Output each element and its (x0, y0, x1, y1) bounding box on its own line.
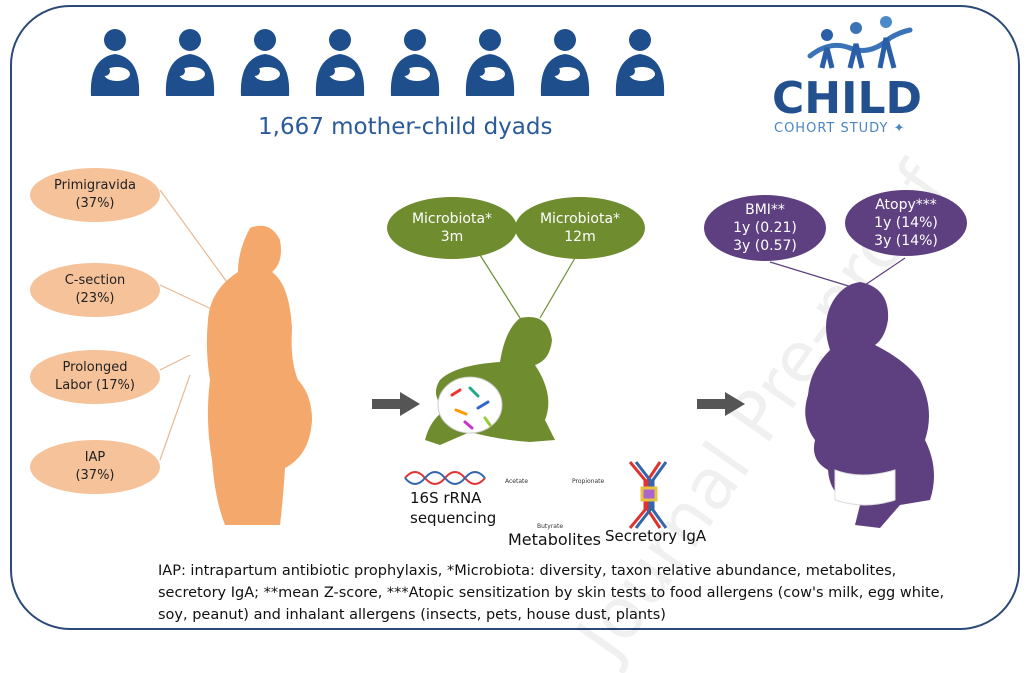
outcome-atopy: Atopy*** 1y (14%) 3y (14%) (845, 190, 967, 256)
mother-holding-baby-icon (540, 29, 590, 96)
mother-holding-baby-icon (240, 29, 290, 96)
factor-value: (23%) (75, 291, 115, 306)
child-cohort-logo: CHILD COHORT STUDY ✦ (770, 8, 930, 138)
logo-subtitle: COHORT STUDY ✦ (774, 121, 930, 136)
footnote-caption: IAP: intrapartum antibiotic prophylaxis,… (158, 563, 945, 623)
factor-label: Primigravida (54, 178, 136, 193)
microbiota-connectors (479, 254, 576, 319)
factor-primigravida: Primigravida (37%) (30, 168, 160, 222)
outcome-label: Atopy*** (875, 197, 937, 213)
outcome-bmi: BMI** 1y (0.21) 3y (0.57) (704, 195, 826, 261)
mother-icons-row (90, 29, 665, 96)
factor-label: Prolonged (62, 360, 128, 375)
toddler-silhouette (805, 282, 934, 528)
microbiota-timepoint: 3m (440, 229, 464, 245)
outcome-1y: 1y (14%) (874, 215, 938, 231)
arrow-icon (372, 392, 420, 416)
microbiota-label: Microbiota* (539, 211, 621, 227)
metabolites-label: Metabolites (508, 530, 602, 549)
frame-border (10, 5, 1020, 630)
factor-c-section: C-section (23%) (30, 263, 160, 317)
family-figures-icon (807, 16, 913, 69)
outcome-label: BMI** (745, 202, 785, 218)
mother-holding-baby-icon (315, 29, 365, 96)
microbiota-label: Microbiota* (411, 211, 493, 227)
pregnant-mother-silhouette (206, 225, 312, 525)
acetate-label: Acetate (505, 478, 529, 485)
propionate-label: Propionate (572, 478, 605, 485)
arrow-icon (697, 392, 745, 416)
logo-title: CHILD (772, 73, 923, 124)
secretory-iga-label: Secretory IgA (605, 527, 707, 545)
factor-prolonged-labor: Prolonged Labor (17%) (30, 350, 160, 404)
outcome-3y: 3y (14%) (874, 233, 938, 249)
mother-holding-baby-icon (615, 29, 665, 96)
mother-holding-baby-icon (165, 29, 215, 96)
outcome-3y: 3y (0.57) (733, 238, 797, 254)
factor-label: IAP (84, 450, 106, 465)
diaper (834, 469, 896, 506)
factor-value: (37%) (75, 196, 115, 211)
factor-label: C-section (64, 273, 126, 288)
mother-holding-baby-icon (465, 29, 515, 96)
outcome-1y: 1y (0.21) (733, 220, 797, 236)
illustration-layer (159, 189, 934, 529)
dna-helix-icon (404, 471, 486, 485)
logo-subtitle-text: COHORT STUDY (774, 121, 889, 136)
immunoglobulin-a-icon (628, 461, 668, 529)
maple-leaf-icon: ✦ (893, 121, 906, 136)
factor-value: Labor (17%) (55, 378, 135, 393)
butyrate-label: Butyrate (537, 523, 564, 530)
factor-value: (37%) (75, 468, 115, 483)
bacteria-icons (450, 386, 492, 430)
sequencing-label: 16S rRNA sequencing (410, 489, 497, 527)
microbiota-timepoint: 12m (564, 229, 596, 245)
microbiota-3m: Microbiota* 3m (387, 197, 517, 259)
microbiota-12m: Microbiota* 12m (515, 197, 645, 259)
dyads-count: 1,667 mother-child dyads (258, 114, 553, 140)
factor-iap: IAP (37%) (30, 440, 160, 494)
outcome-connectors (769, 257, 906, 289)
mother-holding-baby-icon (390, 29, 440, 96)
mother-holding-baby-icon (90, 29, 140, 96)
